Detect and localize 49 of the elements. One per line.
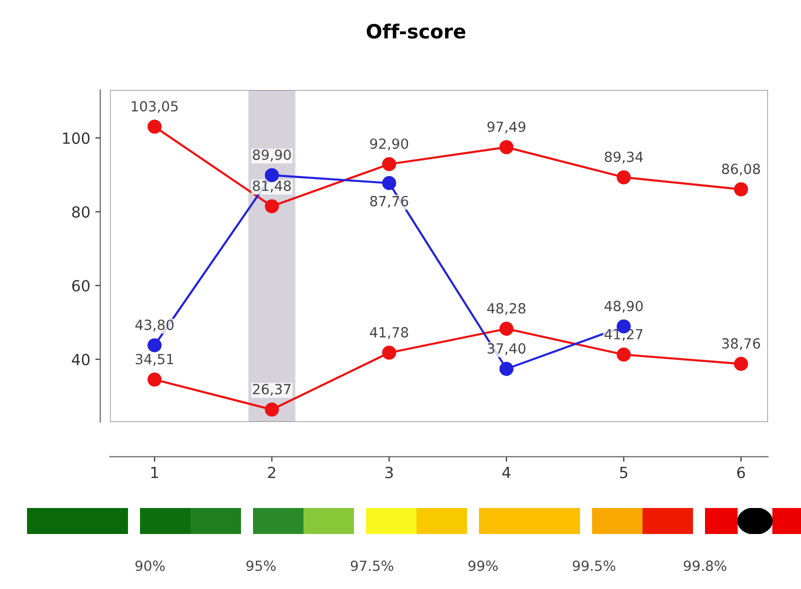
x-tick-label: 5 [620,466,628,478]
data-label: 26,37 [253,384,291,396]
data-label: 97,49 [487,122,526,134]
data-label: 34,51 [136,354,174,366]
chart-title: Off-score [366,24,466,39]
data-label: 38,76 [722,338,760,350]
data-label: 92,90 [370,138,408,150]
point [264,199,279,214]
data-label: 86,08 [722,164,760,176]
y-tick-label: 40 [72,354,90,366]
y-tick-label: 100 [63,132,90,144]
x-tick-label: 2 [268,466,276,478]
text: 99.8% [684,560,726,572]
point [382,346,396,360]
y-tick-label: 60 [72,280,90,292]
data-label: 89,90 [252,150,291,162]
point [499,140,514,154]
text: 99% [468,560,498,572]
y-tick-label: 80 [72,206,90,218]
data-label: 103,05 [132,101,178,113]
x-tick-label: 3 [385,466,393,478]
data-label: 81,48 [252,180,291,192]
x-tick-label: 6 [737,466,745,478]
x-tick-label: 4 [502,466,510,478]
point [734,356,748,371]
data-label: 43,80 [135,320,174,332]
text: 97.5% [350,560,394,572]
text: 95% [246,560,276,572]
point [148,120,162,134]
point [382,176,396,190]
point [499,322,514,336]
point [499,362,514,376]
point [148,338,162,352]
x-tick-label: 1 [151,466,158,478]
point [148,372,162,386]
data-label: 89,34 [604,152,643,164]
text: 90% [135,560,165,572]
data-label: 37,40 [488,343,526,356]
point [734,182,748,196]
point [264,402,279,417]
data-label: 41,27 [604,328,642,341]
point [382,157,396,172]
point [616,348,631,362]
point [616,170,631,184]
data-label: 87,76 [370,196,408,208]
data-label: 48,90 [604,300,643,313]
data-label: 41,78 [370,327,408,339]
data-label: 48,28 [487,303,526,315]
text: 99.5% [572,560,616,572]
